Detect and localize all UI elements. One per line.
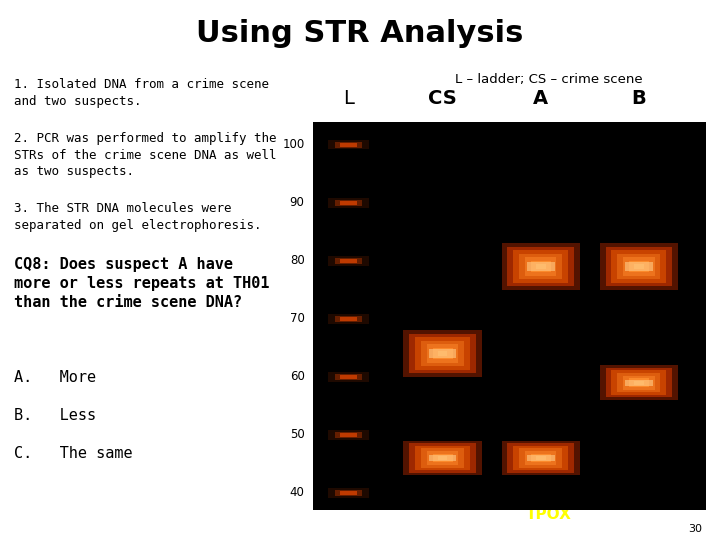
Text: 100: 100 [282,138,305,151]
Text: CQ8: Does suspect A have
more or less repeats at TH01
than the crime scene DNA?: CQ8: Does suspect A have more or less re… [14,256,270,310]
Bar [634,264,644,269]
Bar [335,200,362,206]
Bar [606,368,672,397]
Bar [341,143,356,147]
Bar [624,376,654,389]
Bar [429,349,456,358]
Bar [508,247,574,286]
Bar [502,244,580,290]
Text: A: A [534,89,549,108]
Bar [328,314,369,323]
Bar [341,201,356,205]
Bar [427,451,459,465]
Bar [328,430,369,440]
Text: L – ladder; CS – crime scene: L – ladder; CS – crime scene [455,73,642,86]
Bar [513,251,568,283]
Bar [421,341,464,366]
Bar [625,262,652,271]
Text: 1. Isolated DNA from a crime scene
and two suspects.: 1. Isolated DNA from a crime scene and t… [14,78,269,108]
Bar [427,345,459,363]
Bar [600,244,678,290]
Bar [328,140,369,150]
Text: 80: 80 [290,254,305,267]
Bar [341,317,356,321]
Bar [519,449,562,468]
Bar [502,441,580,476]
Text: 30: 30 [688,523,702,534]
Bar [335,141,362,148]
Text: B: B [631,89,647,108]
Text: 40: 40 [289,487,305,500]
Text: 70: 70 [289,312,305,325]
Bar [600,244,678,290]
Bar [328,488,369,498]
Bar [341,433,356,437]
Bar [328,198,369,207]
Bar [625,380,652,386]
Bar [525,451,557,465]
Bar [403,330,482,377]
Text: B.   Less: B. Less [14,408,96,423]
Bar [328,256,369,266]
Bar [531,454,551,462]
Bar [531,261,551,272]
Bar [600,365,678,400]
Bar [433,348,452,360]
Text: 2. PCR was performed to amplify the
STRs of the crime scene DNA as well
as two s: 2. PCR was performed to amplify the STRs… [14,132,277,178]
Bar [341,259,356,262]
Bar [611,370,667,395]
Bar [403,330,482,377]
Bar [502,441,580,476]
Bar [629,261,649,272]
Bar [341,375,356,379]
Bar [527,455,554,461]
Bar [634,381,644,384]
Bar [335,315,362,322]
Text: 50: 50 [290,428,305,441]
Bar [429,455,456,461]
Bar [403,441,482,476]
Bar [433,454,452,462]
Bar [519,254,562,279]
Bar [403,441,482,476]
Bar [415,338,470,370]
Bar [341,491,356,495]
Text: CS: CS [428,89,457,108]
Bar [617,254,660,279]
Bar [335,374,362,380]
Bar [410,443,476,473]
Bar [502,244,580,290]
Bar [536,264,546,269]
Bar [328,372,369,382]
Bar [335,258,362,264]
Bar [527,262,554,271]
Bar [617,373,660,392]
Text: TPOX: TPOX [526,507,572,522]
Bar [335,431,362,438]
Bar [611,251,667,283]
Text: 3. The STR DNA molecules were
separated on gel electrophoresis.: 3. The STR DNA molecules were separated … [14,202,262,232]
Text: 60: 60 [289,370,305,383]
Bar [508,443,574,473]
Text: Using STR Analysis: Using STR Analysis [197,19,523,48]
Bar [629,379,649,387]
Bar [513,446,568,470]
Text: A.   More: A. More [14,370,96,385]
Bar [415,446,470,470]
Bar [438,456,447,460]
Bar [421,449,464,468]
Bar [335,490,362,496]
Text: L: L [343,89,354,108]
Bar [410,334,476,373]
Bar [525,257,557,276]
Text: C.   The same: C. The same [14,446,133,461]
Text: 90: 90 [289,196,305,209]
Bar [438,351,447,356]
Text: TH01: TH01 [526,173,571,188]
Bar [536,456,546,460]
Bar [600,365,678,400]
Bar [606,247,672,286]
Bar [624,257,654,276]
